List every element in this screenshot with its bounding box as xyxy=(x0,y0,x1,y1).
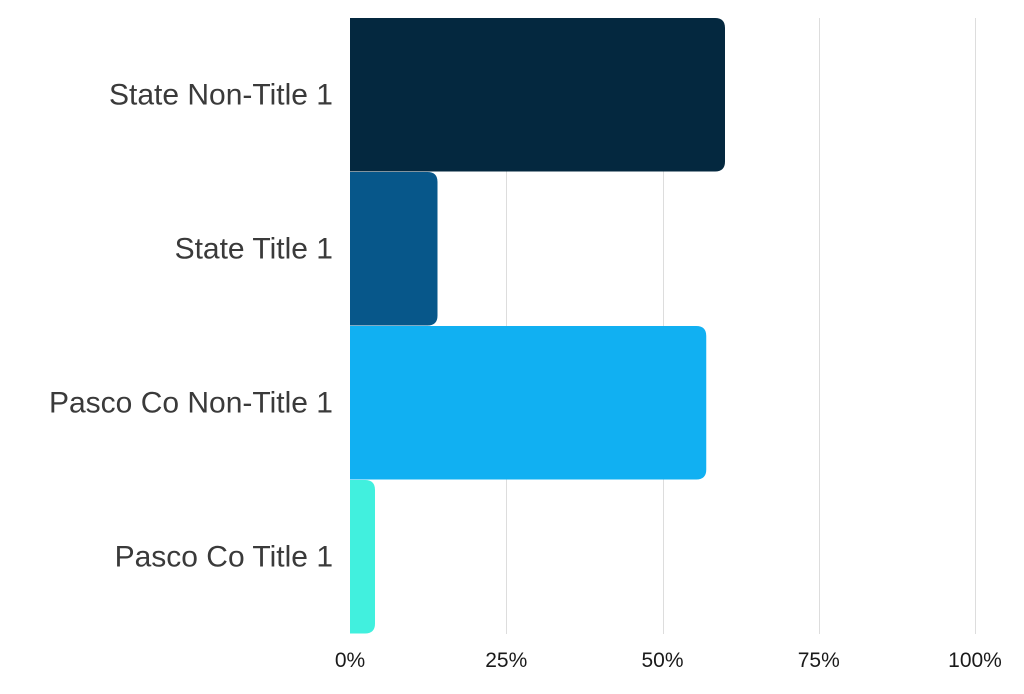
category-labels: State Non-Title 1 State Title 1 Pasco Co N… xyxy=(49,79,333,574)
bar-state-title-1 xyxy=(350,172,438,326)
category-label-pasco-co-title-1: Pasco Co Title 1 xyxy=(115,541,333,574)
bar-pasco-co-non-title-1 xyxy=(350,326,707,480)
bar-pasco-co-title-1 xyxy=(350,480,375,634)
category-label-pasco-co-non-title-1: Pasco Co Non-Title 1 xyxy=(49,387,333,420)
x-tick-label-75: 75% xyxy=(798,649,840,672)
category-label-state-title-1: State Title 1 xyxy=(175,233,333,266)
bars xyxy=(350,18,725,634)
x-tick-label-50: 50% xyxy=(641,649,683,672)
x-tick-label-25: 25% xyxy=(485,649,527,672)
category-label-state-non-title-1: State Non-Title 1 xyxy=(109,79,333,112)
x-tick-label-0: 0% xyxy=(335,649,365,672)
x-axis-ticks: 0% 25% 50% 75% 100% xyxy=(335,649,1002,672)
x-tick-label-100: 100% xyxy=(948,649,1002,672)
bar-state-non-title-1 xyxy=(350,18,725,172)
